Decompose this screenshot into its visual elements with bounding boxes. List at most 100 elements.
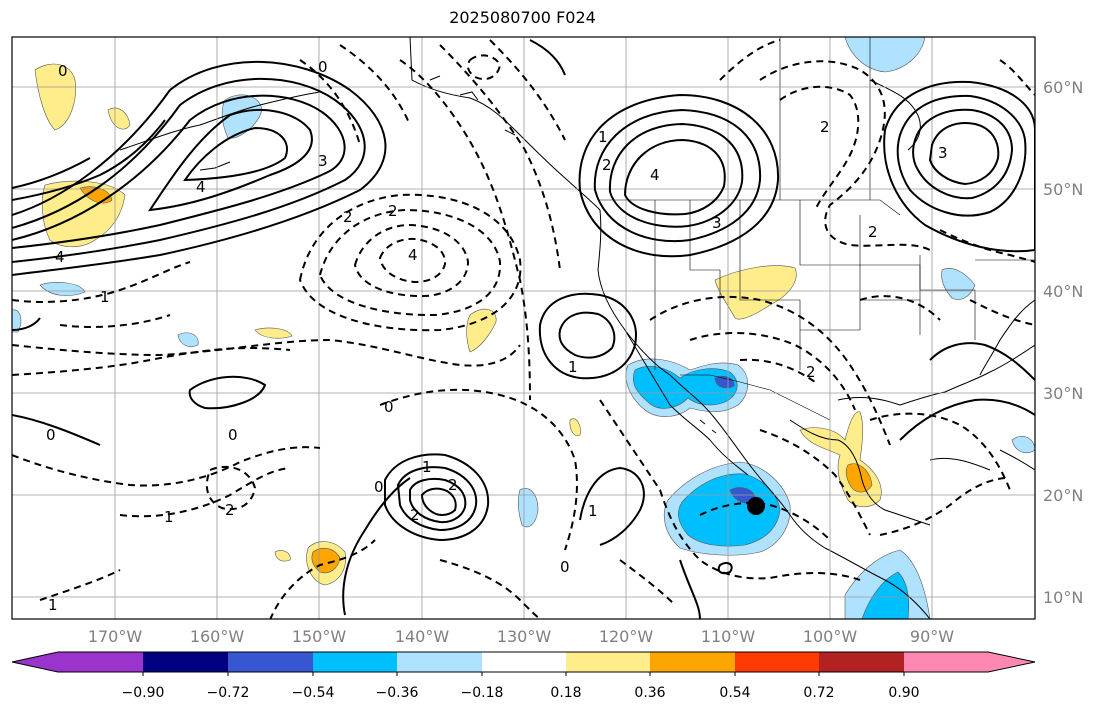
contour-zero-2	[12, 414, 101, 446]
contour-ak-dash-4	[299, 59, 361, 146]
colorbar-segment	[735, 652, 819, 672]
storm-center-dot	[747, 497, 765, 515]
lat-tick: 10°N	[1043, 588, 1083, 607]
contour-wave-3	[269, 539, 376, 619]
lon-tick: 90°W	[910, 627, 954, 646]
contour-pnw-high-4	[623, 138, 726, 216]
contour-canada-low-1	[759, 60, 931, 251]
border-us-mexico	[680, 374, 831, 421]
colorbar-extend-max	[988, 652, 1035, 672]
contour-label: 2	[448, 476, 458, 494]
contour-label: 4	[196, 178, 206, 196]
contour-east-dash-1	[939, 229, 1035, 263]
contour-label: 2	[868, 223, 878, 241]
contour-label: 1	[598, 128, 608, 146]
lon-tick-labels: 170°W 160°W 150°W 140°W 130°W 120°W 110°…	[88, 627, 954, 646]
colorbar-outline	[11, 651, 1036, 673]
colorbar-labels: −0.90 −0.72 −0.54 −0.36 −0.18 0.18 0.36 …	[122, 685, 920, 701]
contour-ak-dash-2	[439, 44, 561, 271]
shade-blue-small-3	[517, 488, 539, 528]
contour-center-high-1	[384, 453, 490, 542]
coast-baja	[624, 329, 749, 476]
shade-yellow-small-nw	[107, 107, 131, 130]
shade-blue-west-edge	[12, 309, 22, 333]
contour-zero-5	[679, 559, 701, 619]
colorbar-segment	[819, 652, 904, 672]
border-state-3	[739, 200, 801, 370]
lon-tick: 100°W	[803, 627, 858, 646]
coast-us-gulf	[837, 344, 1035, 406]
colorbar-segment	[566, 652, 650, 672]
contour-label: 0	[374, 478, 384, 496]
colorbar-extend-min	[12, 652, 58, 672]
coast-caribbean	[999, 449, 1035, 471]
coast-cuba	[929, 457, 991, 471]
contour-mex-dash-2	[699, 502, 831, 541]
lon-tick: 150°W	[292, 627, 347, 646]
contour-low-gulf-3	[353, 223, 470, 298]
shade-blue-mexico-dark	[678, 473, 781, 547]
lat-tick: 20°N	[1043, 486, 1083, 505]
contour-low-gulf-2	[318, 208, 502, 317]
contour-east-dash-2	[969, 299, 1035, 326]
colorbar-segment	[228, 652, 313, 672]
contour-label: 1	[48, 596, 58, 614]
colorbar-label: 0.54	[719, 685, 750, 701]
shade-blue-small-1	[39, 282, 86, 296]
contour-label: 4	[650, 166, 660, 184]
dashed-contours	[12, 39, 1035, 619]
shade-yellow-tiny	[274, 550, 291, 562]
contour-center-high-3	[409, 477, 467, 524]
coast-alaska	[409, 37, 601, 211]
contour-ne-high-2	[896, 94, 1027, 217]
contour-west-high-1	[12, 60, 387, 276]
colorbar-segment	[58, 652, 143, 672]
contour-label: 0	[228, 426, 238, 444]
contour-wave-8	[205, 465, 257, 510]
contour-zero-3	[342, 477, 411, 616]
contour-ne-high-4	[928, 122, 1000, 186]
contour-canada-low-2	[779, 85, 860, 211]
shade-yellow-gulf-alaska	[34, 63, 76, 131]
colorbar-label: 0.90	[888, 685, 919, 701]
contour-label: 1	[588, 502, 598, 520]
coast-gulf	[789, 419, 931, 526]
political-borders	[600, 37, 1035, 421]
contour-mex-dash-3	[759, 429, 871, 536]
colorbar-segment	[482, 652, 566, 672]
contour-wave-6	[39, 569, 121, 601]
shade-yellow-small-mid	[254, 327, 293, 339]
contour-low-gulf-1	[298, 193, 522, 332]
lon-tick: 130°W	[497, 627, 552, 646]
contour-west-high-3	[12, 94, 346, 249]
lat-tick: 60°N	[1043, 78, 1083, 97]
contour-wave-5	[119, 467, 291, 518]
lon-tick: 140°W	[395, 627, 450, 646]
contour-baja-high-1	[538, 292, 637, 380]
coast-islands	[429, 75, 516, 136]
contour-wave-9	[439, 559, 541, 619]
contour-label: 2	[388, 202, 398, 220]
contour-pnw-high-3	[608, 122, 744, 228]
contour-zero-9	[12, 317, 41, 331]
contour-label: 2	[343, 208, 353, 226]
colorbar-label: −0.54	[292, 685, 335, 701]
contour-label: 2	[820, 118, 830, 136]
contour-us-dash-4	[859, 295, 941, 321]
coast-aleutian-peninsula	[199, 161, 231, 171]
colorbar-segment	[904, 652, 988, 672]
gridlines	[12, 37, 1035, 619]
colorbar-label: −0.72	[207, 685, 250, 701]
coast-central-america	[824, 547, 931, 619]
map-panel: 4 3 2 1 0 0 1 2 3 4 4 2 1 0 2 2 2 1 0 0 …	[12, 37, 1035, 619]
lat-tick: 40°N	[1043, 282, 1083, 301]
colorbar-segment	[313, 652, 397, 672]
contour-label: 3	[712, 214, 722, 232]
contour-low-gulf-4	[378, 237, 447, 284]
contour-west-high-7	[12, 157, 91, 189]
lat-tick-labels: 60°N 50°N 40°N 30°N 20°N 10°N	[1043, 78, 1083, 607]
shade-blue-small-2	[177, 332, 199, 347]
contour-west-high-6	[12, 119, 166, 201]
coast-hudson	[869, 79, 921, 151]
shading-layer	[12, 37, 1035, 619]
